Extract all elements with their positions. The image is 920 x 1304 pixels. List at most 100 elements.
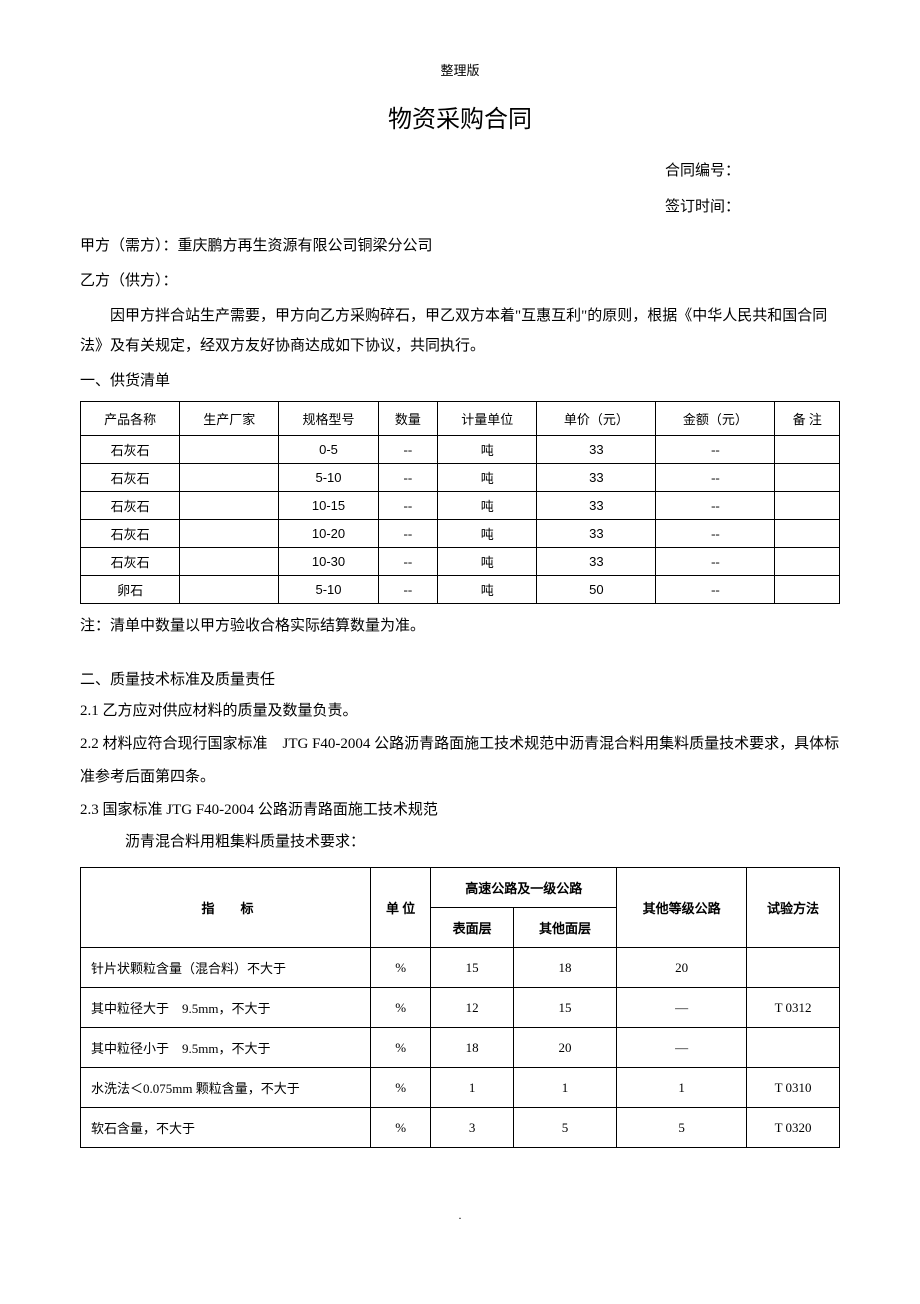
intro-paragraph: 因甲方拌合站生产需要，甲方向乙方采购碎石，甲乙双方本着"互惠互利"的原则，根据《… — [80, 301, 840, 361]
table-cell: 吨 — [438, 576, 537, 604]
table-cell: T 0310 — [747, 1068, 840, 1108]
table-cell: 吨 — [438, 464, 537, 492]
table-cell: -- — [656, 436, 775, 464]
th-method: 试验方法 — [747, 868, 840, 948]
table-cell: -- — [378, 464, 438, 492]
header-tag: 整理版 — [80, 60, 840, 79]
table-cell: % — [371, 1068, 431, 1108]
table-cell: -- — [656, 464, 775, 492]
th-spec: 规格型号 — [279, 402, 378, 436]
table-row: 其中粒径小于 9.5mm，不大于%1820— — [81, 1028, 840, 1068]
table-cell: 石灰石 — [81, 520, 180, 548]
table-cell: 10-20 — [279, 520, 378, 548]
table-cell: 1 — [431, 1068, 514, 1108]
table-cell: T 0320 — [747, 1108, 840, 1148]
table-cell: 20 — [617, 948, 747, 988]
table-cell: -- — [656, 520, 775, 548]
table-cell: 5-10 — [279, 464, 378, 492]
table-cell: 10-30 — [279, 548, 378, 576]
table-cell: 33 — [537, 492, 656, 520]
table-cell: 针片状颗粒含量（混合料）不大于 — [81, 948, 371, 988]
party-a: 甲方（需方）：重庆鹏方再生资源有限公司铜梁分公司 — [80, 231, 840, 261]
table-cell: 33 — [537, 436, 656, 464]
table-cell: % — [371, 1028, 431, 1068]
table-cell — [775, 464, 840, 492]
party-b: 乙方（供方）： — [80, 266, 840, 296]
table-cell: 5 — [617, 1108, 747, 1148]
table-cell: 石灰石 — [81, 548, 180, 576]
table-cell: 5-10 — [279, 576, 378, 604]
table-cell: 0-5 — [279, 436, 378, 464]
table-cell — [775, 520, 840, 548]
th-other-grade: 其他等级公路 — [617, 868, 747, 948]
table-cell: 1 — [513, 1068, 616, 1108]
table-cell: -- — [378, 520, 438, 548]
table-cell: 其中粒径大于 9.5mm，不大于 — [81, 988, 371, 1028]
table-cell: — — [617, 988, 747, 1028]
table-cell — [775, 436, 840, 464]
table-cell: 10-15 — [279, 492, 378, 520]
table-cell: -- — [656, 548, 775, 576]
table-cell: 18 — [431, 1028, 514, 1068]
table-cell: % — [371, 1108, 431, 1148]
table-cell: -- — [378, 548, 438, 576]
th-unit2: 单 位 — [371, 868, 431, 948]
table-cell — [747, 1028, 840, 1068]
table-cell: 15 — [431, 948, 514, 988]
table-row: 石灰石10-20--吨33-- — [81, 520, 840, 548]
th-remarks: 备 注 — [775, 402, 840, 436]
page-title: 物资采购合同 — [80, 99, 840, 134]
table-cell: 5 — [513, 1108, 616, 1148]
table-row: 石灰石0-5--吨33-- — [81, 436, 840, 464]
table1-note: 注：清单中数量以甲方验收合格实际结算数量为准。 — [80, 614, 840, 635]
table-cell — [775, 492, 840, 520]
th-surface: 表面层 — [431, 908, 514, 948]
table-cell: % — [371, 988, 431, 1028]
clause-2-2: 2.2 材料应符合现行国家标准 JTG F40-2004 公路沥青路面施工技术规… — [80, 728, 840, 794]
table-row: 其中粒径大于 9.5mm，不大于%1215—T 0312 — [81, 988, 840, 1028]
table-cell: 石灰石 — [81, 492, 180, 520]
table-cell: 吨 — [438, 548, 537, 576]
th-qty: 数量 — [378, 402, 438, 436]
table2-header-row-1: 指 标 单 位 高速公路及一级公路 其他等级公路 试验方法 — [81, 868, 840, 908]
table-cell: T 0312 — [747, 988, 840, 1028]
th-amount: 金额（元） — [656, 402, 775, 436]
table-cell: 50 — [537, 576, 656, 604]
table-cell: 12 — [431, 988, 514, 1028]
table-cell: 1 — [617, 1068, 747, 1108]
table-cell: 吨 — [438, 520, 537, 548]
table-cell: -- — [656, 492, 775, 520]
table-cell — [775, 576, 840, 604]
th-other-surface: 其他面层 — [513, 908, 616, 948]
table-cell — [747, 948, 840, 988]
table-cell: — — [617, 1028, 747, 1068]
table-header-row: 产品各称 生产厂家 规格型号 数量 计量单位 单价（元） 金额（元） 备 注 — [81, 402, 840, 436]
table-cell: 15 — [513, 988, 616, 1028]
th-indicator: 指 标 — [81, 868, 371, 948]
th-manufacturer: 生产厂家 — [180, 402, 279, 436]
table-cell: 33 — [537, 464, 656, 492]
supply-list-table: 产品各称 生产厂家 规格型号 数量 计量单位 单价（元） 金额（元） 备 注 石… — [80, 401, 840, 604]
table-cell: -- — [378, 492, 438, 520]
table-cell — [180, 492, 279, 520]
table-cell — [180, 548, 279, 576]
table-cell: 吨 — [438, 436, 537, 464]
table-cell: % — [371, 948, 431, 988]
table-cell — [180, 520, 279, 548]
contract-number-label: 合同编号： — [80, 159, 840, 180]
table-row: 石灰石10-15--吨33-- — [81, 492, 840, 520]
table-cell: 33 — [537, 520, 656, 548]
table-row: 卵石5-10--吨50-- — [81, 576, 840, 604]
table-cell: 水洗法＜0.075mm 颗粒含量，不大于 — [81, 1068, 371, 1108]
table-cell: 卵石 — [81, 576, 180, 604]
table-row: 软石含量，不大于%355T 0320 — [81, 1108, 840, 1148]
table-cell: 18 — [513, 948, 616, 988]
table-row: 针片状颗粒含量（混合料）不大于%151820 — [81, 948, 840, 988]
clause-2-3: 2.3 国家标准 JTG F40-2004 公路沥青路面施工技术规范 — [80, 794, 840, 827]
sign-date-label: 签订时间： — [80, 195, 840, 216]
table-cell: 3 — [431, 1108, 514, 1148]
table-cell: 石灰石 — [81, 464, 180, 492]
table-row: 石灰石10-30--吨33-- — [81, 548, 840, 576]
section-1-title: 一、供货清单 — [80, 366, 840, 396]
th-price: 单价（元） — [537, 402, 656, 436]
